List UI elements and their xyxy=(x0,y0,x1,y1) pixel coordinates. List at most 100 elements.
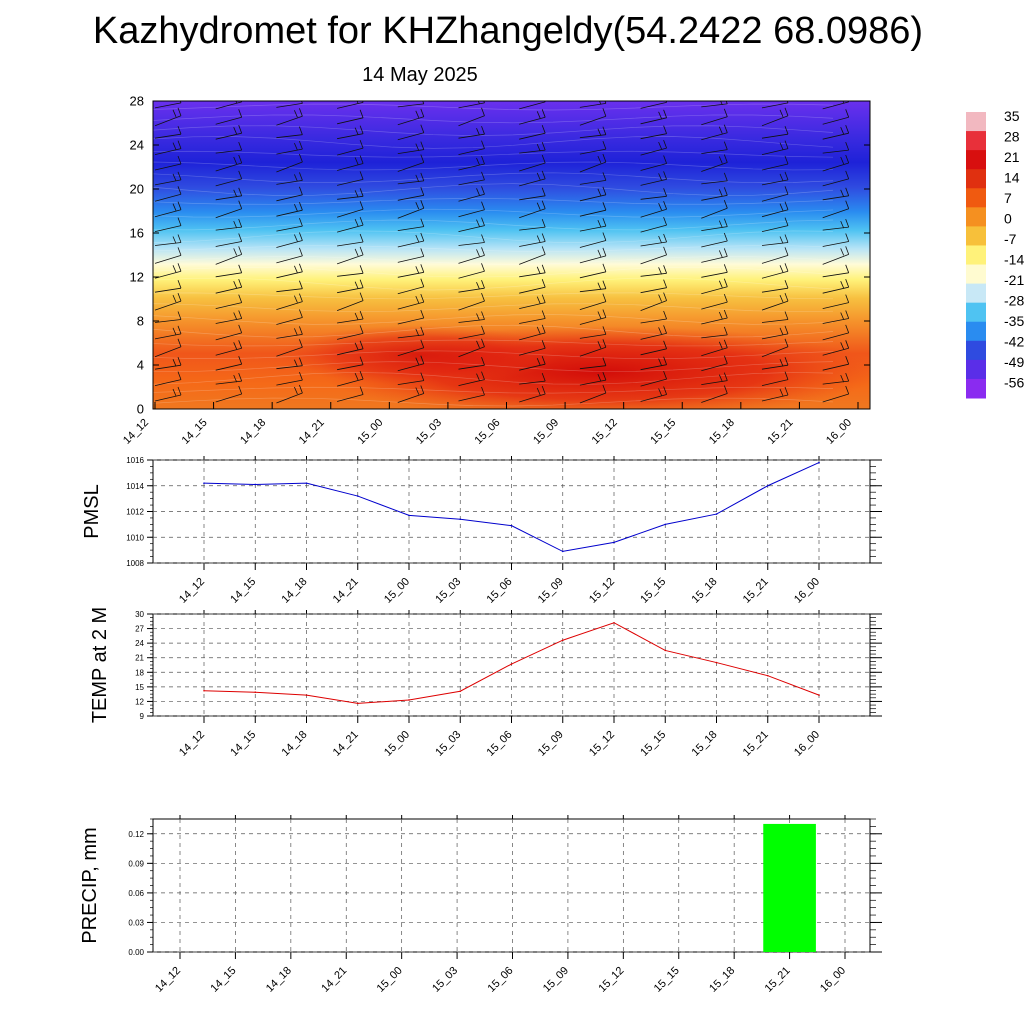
wind-barb xyxy=(883,264,909,278)
y-tick-label: 0.06 xyxy=(128,889,144,898)
data-point xyxy=(408,514,410,517)
data-point xyxy=(664,523,667,526)
wind-barb xyxy=(276,247,303,264)
wind-barb xyxy=(337,265,364,277)
x-tick-label: 15_15 xyxy=(638,576,668,606)
wind-barb xyxy=(883,294,909,310)
wind-barb xyxy=(215,109,243,125)
wind-barb xyxy=(397,372,425,385)
wind-barb xyxy=(276,326,303,339)
contour-line xyxy=(153,303,834,312)
wind-barb xyxy=(640,370,667,387)
wind-barb xyxy=(640,233,667,247)
y-tick-label: 24 xyxy=(135,639,144,648)
wind-barb xyxy=(761,292,789,311)
wind-barb xyxy=(822,109,850,125)
data-point xyxy=(561,639,564,642)
wind-barb xyxy=(215,279,243,294)
wind-barb xyxy=(154,357,182,370)
wind-barb xyxy=(519,101,546,110)
colorbar-label: -56 xyxy=(1004,375,1024,391)
wind-barb xyxy=(276,108,303,126)
wind-barb xyxy=(154,325,182,340)
x-tick-label: 15_15 xyxy=(638,729,668,759)
colorbar-segment xyxy=(966,207,986,227)
wind-barb xyxy=(337,325,364,340)
x-tick-label: 15_21 xyxy=(741,576,771,606)
wind-barb xyxy=(883,95,909,107)
colorbar-segment xyxy=(966,378,986,399)
y-tick-label: 0.12 xyxy=(128,830,144,839)
wind-barb xyxy=(154,186,182,202)
contour-line xyxy=(153,386,834,394)
wind-barb xyxy=(579,186,607,202)
data-point xyxy=(305,694,308,696)
wind-barb xyxy=(761,386,789,402)
y-tick-label: 0.00 xyxy=(128,948,144,957)
wind-barb xyxy=(276,263,303,279)
wind-barb xyxy=(761,155,789,171)
wind-barb xyxy=(154,217,182,232)
wind-barb xyxy=(154,101,182,109)
wind-barb xyxy=(640,340,667,356)
x-tick-label: 15_21 xyxy=(765,417,795,447)
colorbar-segment xyxy=(966,112,986,132)
colorbar-segment xyxy=(966,150,986,170)
contour-line xyxy=(153,245,834,252)
wind-barb xyxy=(519,324,546,341)
x-tick-label: 15_18 xyxy=(707,965,737,995)
y-tick-label: 1012 xyxy=(126,508,144,517)
temperature-panel: 14_12 14_15 14_18 14_21 15_00 15_03 15_06 15_09… xyxy=(89,607,882,759)
wind-barb xyxy=(397,218,425,231)
wind-barb xyxy=(822,279,850,294)
contour-line xyxy=(153,230,834,244)
wind-barb xyxy=(640,246,667,265)
wind-barb xyxy=(154,234,182,246)
wind-barb xyxy=(822,310,850,324)
wind-barb xyxy=(761,126,789,139)
wind-barb xyxy=(276,101,303,108)
wind-barb xyxy=(215,356,243,371)
wind-barb xyxy=(397,108,425,126)
wind-barb xyxy=(397,264,425,278)
wind-barb xyxy=(579,172,607,185)
y-tick-label: 21 xyxy=(135,654,144,663)
contour-line xyxy=(153,339,834,347)
x-tick-label: 14_12 xyxy=(177,729,207,759)
wind-barb xyxy=(883,281,909,292)
y-tick-label: 12 xyxy=(135,697,144,706)
wind-barb xyxy=(336,246,364,265)
wind-barb xyxy=(761,338,789,358)
wind-barb xyxy=(640,201,667,218)
wind-barb xyxy=(519,372,546,385)
wind-barb xyxy=(276,232,303,248)
wind-barb xyxy=(701,385,728,403)
wind-barb xyxy=(701,339,728,357)
cross-section-panel: 0 4 8 12 16 20 24 28 14_12 14_15 14_18 14_21 15_00 15… xyxy=(121,94,909,447)
wind-barb xyxy=(458,140,485,155)
y-tick-label: 1008 xyxy=(126,559,144,568)
wind-barb xyxy=(701,154,728,172)
wind-barb xyxy=(579,357,607,370)
colorbar-label: -7 xyxy=(1004,231,1017,247)
wind-barb xyxy=(276,140,303,155)
wind-barb xyxy=(519,125,546,140)
wind-barb xyxy=(337,279,364,294)
wind-barb xyxy=(215,294,243,309)
wind-barb xyxy=(701,232,728,248)
x-tick-label: 14_18 xyxy=(264,965,294,995)
x-tick-label: 14_12 xyxy=(153,965,183,995)
wind-barb xyxy=(397,200,425,219)
wind-barb xyxy=(154,171,182,186)
wind-barb xyxy=(215,246,243,265)
data-point xyxy=(766,674,769,677)
data-point xyxy=(715,661,718,664)
wind-barb xyxy=(458,357,485,370)
wind-barb xyxy=(640,279,667,294)
wind-barb xyxy=(822,233,850,247)
wind-barb xyxy=(822,340,850,356)
wind-barb xyxy=(761,325,789,340)
wind-barb xyxy=(519,279,546,294)
colorbar-label: -42 xyxy=(1004,334,1024,350)
